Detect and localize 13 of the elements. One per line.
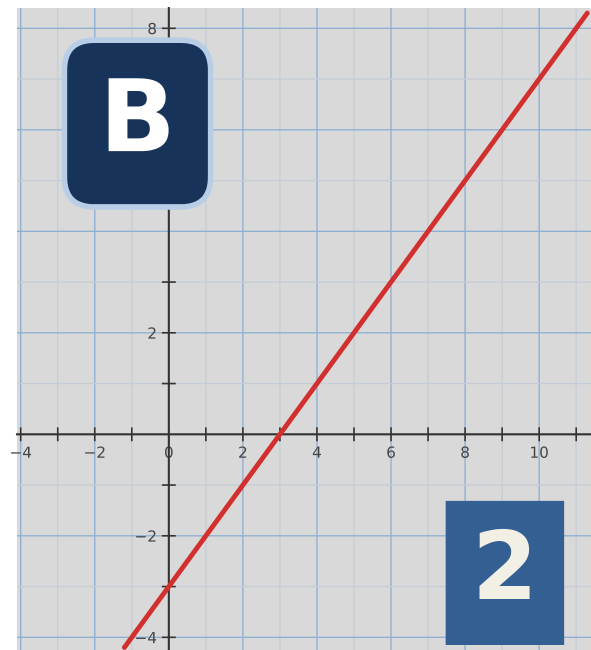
x-tick-label: 4: [312, 446, 321, 458]
y-tick-label: −2: [136, 530, 156, 542]
x-tick-label: 2: [239, 446, 246, 458]
y-tick-label: 2: [148, 327, 156, 339]
x-tick-label: −4: [11, 446, 32, 458]
y-tick-label: −4: [136, 632, 156, 644]
annotation: B: [108, 78, 169, 152]
x-tick-label: 8: [461, 446, 469, 458]
x-tick-label: 6: [387, 446, 395, 458]
y-tick-label: 8: [148, 22, 156, 34]
x-tick-label: −2: [85, 446, 104, 458]
annotation: 2: [480, 528, 530, 600]
x-tick-label: 10: [531, 446, 548, 458]
